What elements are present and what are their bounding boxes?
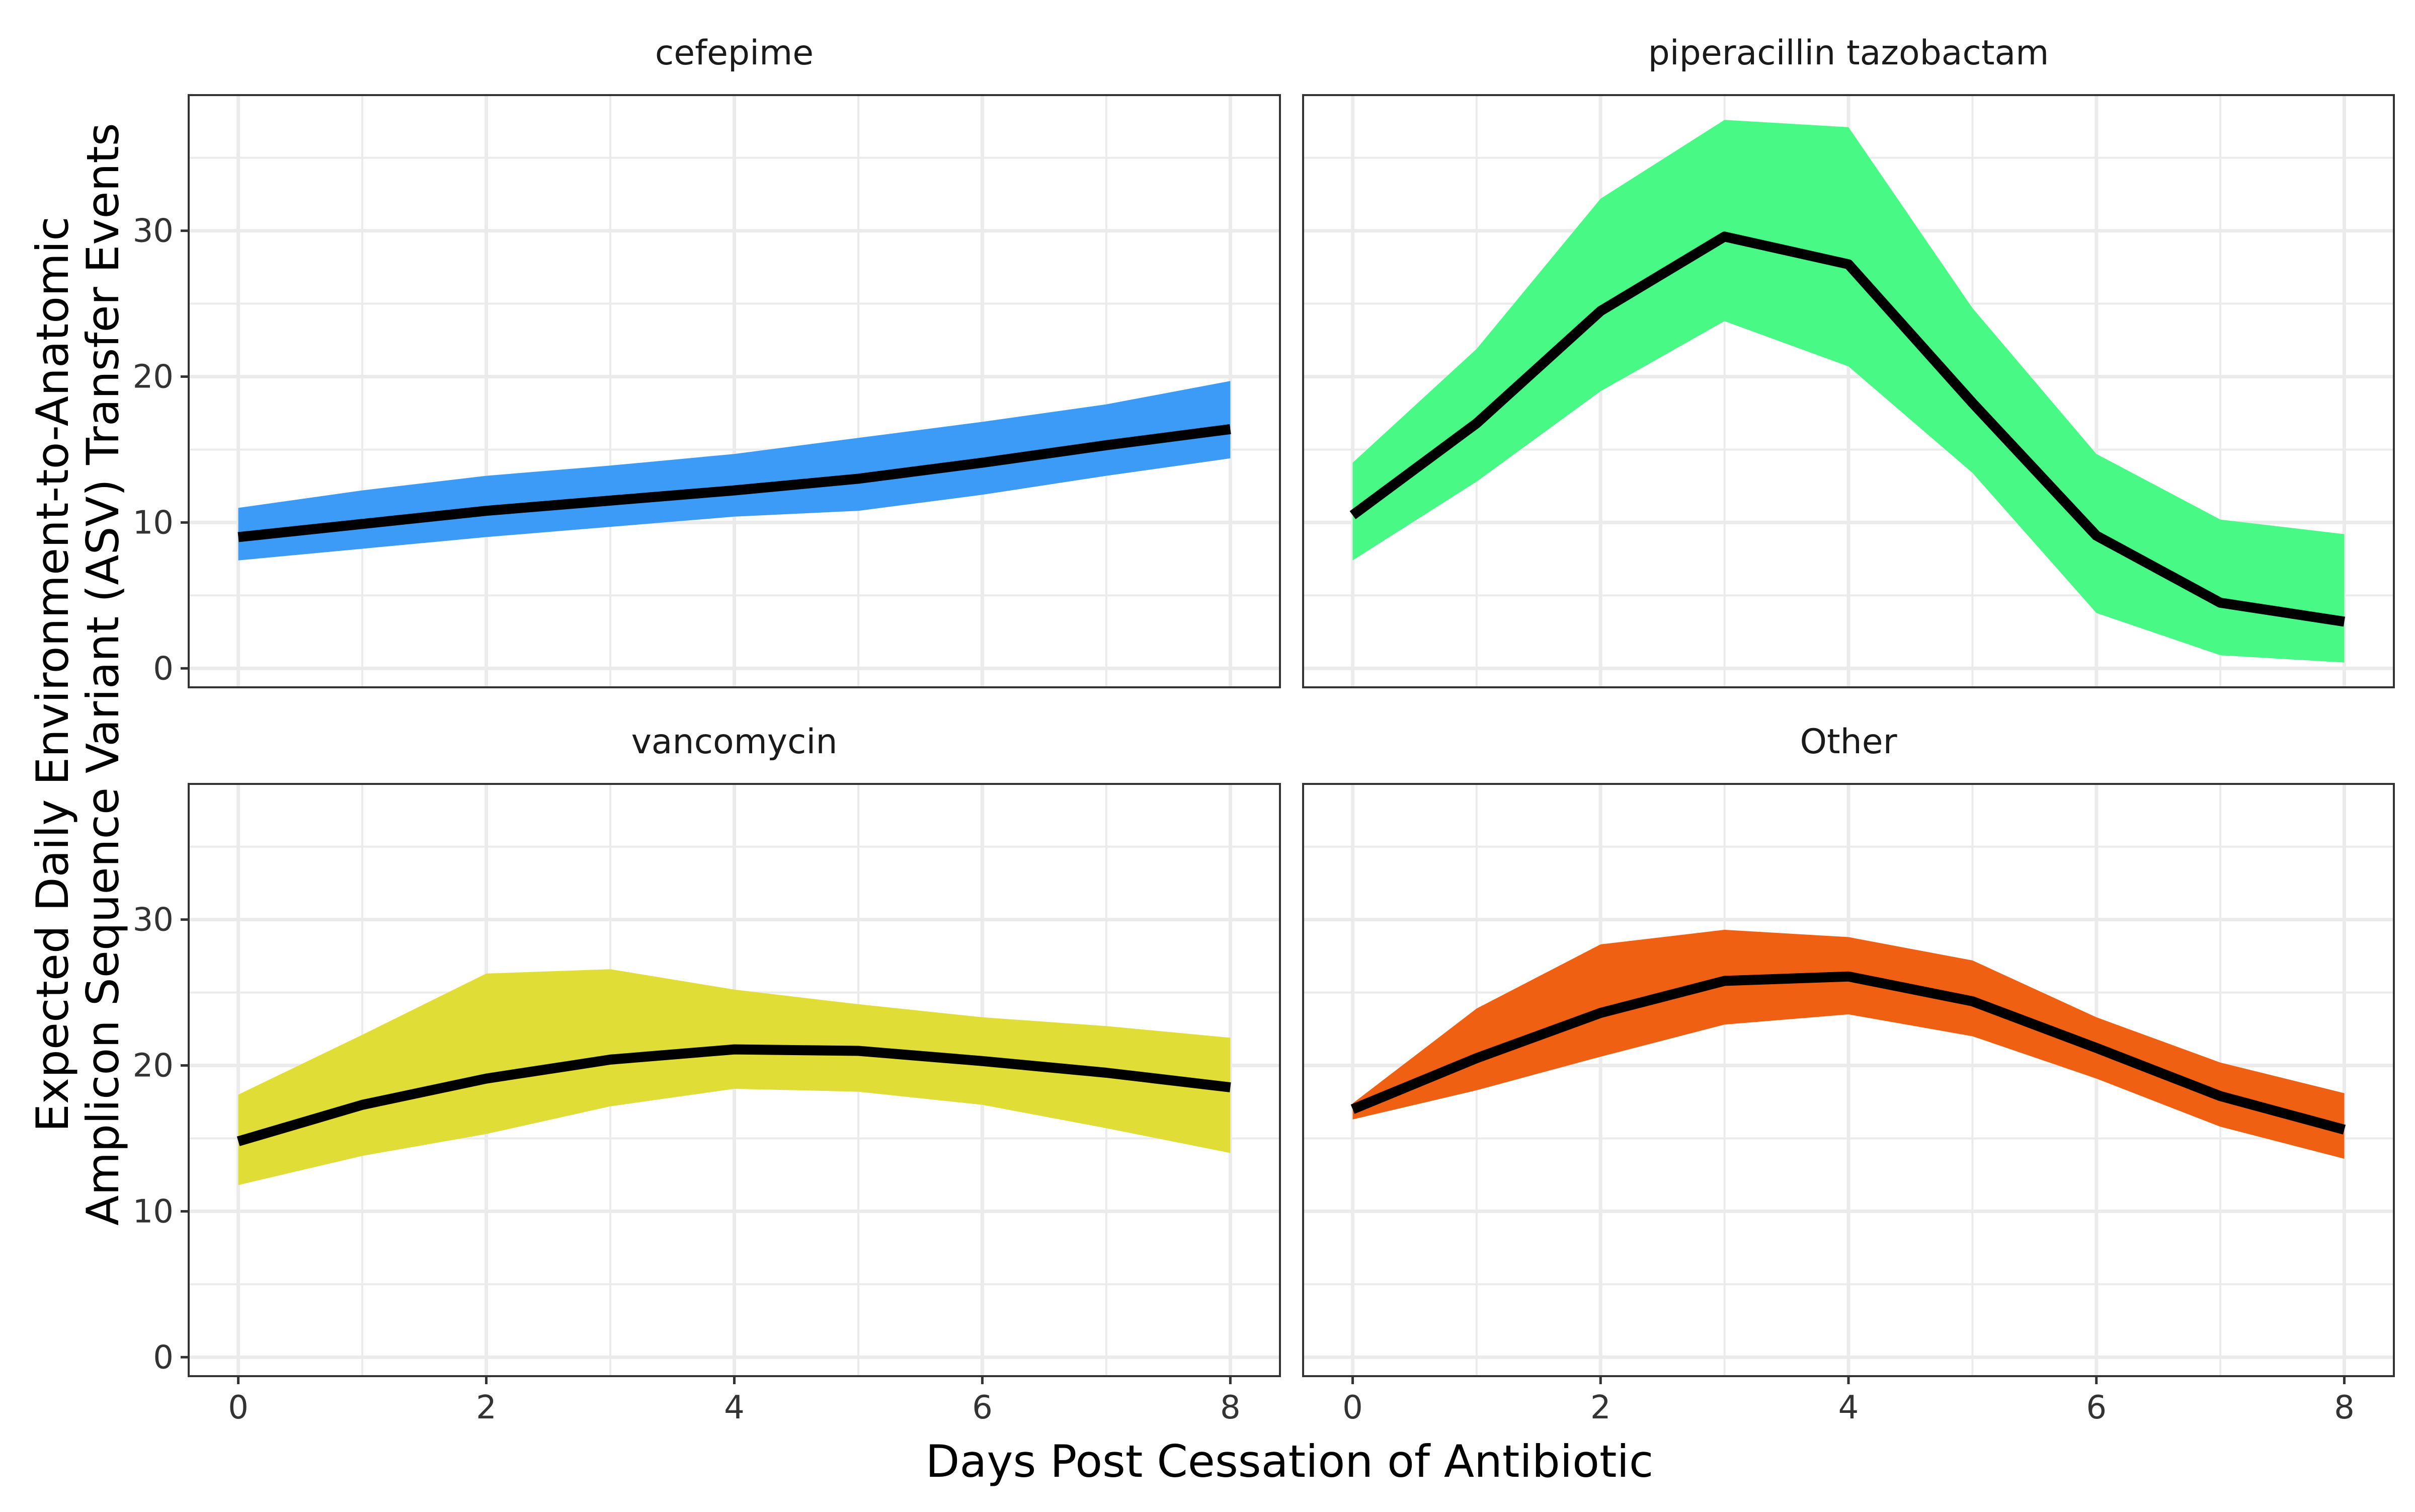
panel-border <box>1302 94 2395 688</box>
mean-line <box>236 1044 1231 1146</box>
panel-2: piperacillin tazobactam <box>1302 33 2395 688</box>
y-tick-label: 30 <box>133 902 174 939</box>
x-tick-label: 8 <box>2334 1389 2355 1426</box>
panel-4: Other 0 2 4 6 8 <box>1302 722 2395 1426</box>
x-tick-label: 2 <box>1590 1389 1611 1426</box>
panel-title: piperacillin tazobactam <box>1648 33 2049 73</box>
y-axis-title-line-2: Amplicon Sequence Variant (ASV) Transfer… <box>77 123 129 1225</box>
confidence-ribbon <box>1352 120 2345 663</box>
mean-line <box>1350 971 2346 1135</box>
panel-border <box>188 94 1281 688</box>
mean-line <box>237 424 1231 542</box>
confidence-ribbon <box>1352 929 2345 1159</box>
x-axis-title: Days Post Cessation of Antibiotic <box>926 1436 1654 1487</box>
y-tick-label: 10 <box>133 504 174 541</box>
panel-1: cefepime 0 10 20 30 <box>133 33 1281 688</box>
x-tick-label: 4 <box>724 1389 745 1426</box>
x-tick-label: 8 <box>1220 1389 1241 1426</box>
y-tick-label: 0 <box>153 650 174 687</box>
y-axis-title-line-1: Expected Daily Environment-to-Anatomic <box>27 216 78 1132</box>
x-tick-label: 0 <box>1342 1389 1363 1426</box>
confidence-ribbon <box>238 969 1231 1185</box>
x-tick-label: 6 <box>972 1389 993 1426</box>
panel-title: vancomycin <box>631 722 838 762</box>
y-tick-label: 10 <box>133 1193 174 1230</box>
y-tick-label: 30 <box>133 213 174 250</box>
x-tick-label: 0 <box>228 1389 249 1426</box>
x-tick-label: 2 <box>476 1389 497 1426</box>
panel-title: cefepime <box>655 33 814 73</box>
mean-line <box>1349 231 2346 627</box>
panel-3: vancomycin 0 10 20 30 0 2 4 6 8 <box>133 722 1281 1426</box>
y-tick-label: 20 <box>133 1048 174 1085</box>
x-tick-label: 6 <box>2086 1389 2107 1426</box>
x-tick-label: 4 <box>1838 1389 1859 1426</box>
y-tick-label: 0 <box>153 1339 174 1376</box>
y-tick-label: 20 <box>133 359 174 396</box>
panel-title: Other <box>1800 722 1897 762</box>
